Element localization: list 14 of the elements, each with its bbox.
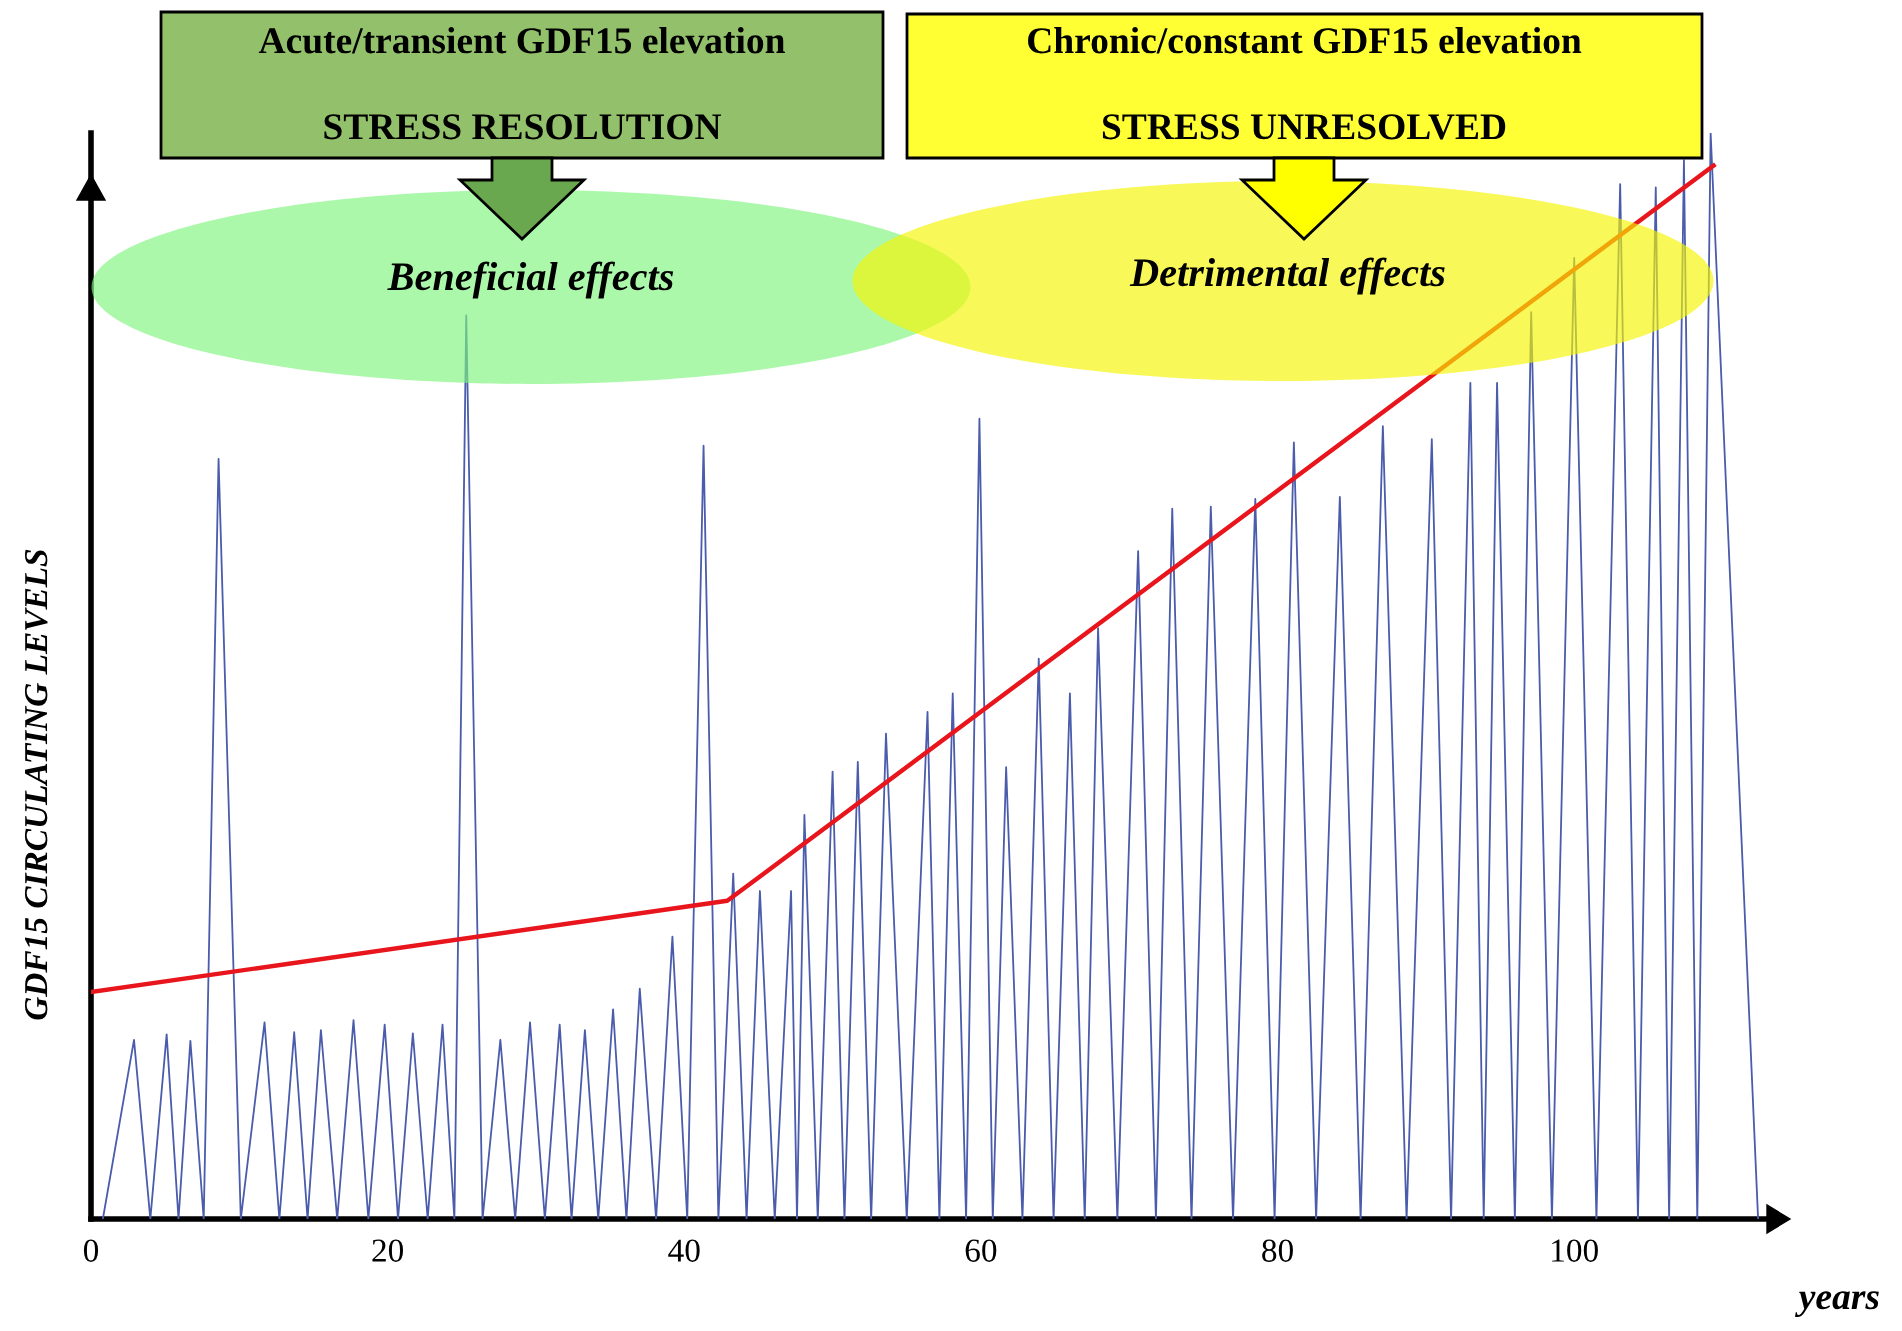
text: Chronic/constant GDF15 elevation bbox=[1028, 27, 1582, 54]
x-axis-title: years bbox=[1795, 1291, 1879, 1317]
x-tick-label: 40 bbox=[668, 1239, 700, 1262]
annotation: STRESS UNRESOLVED bbox=[1102, 114, 1506, 140]
x-tick-label: 100 bbox=[1552, 1239, 1598, 1262]
annotation: Beneficial effects bbox=[387, 261, 674, 299]
x-tick-label: 60 bbox=[965, 1239, 997, 1262]
x-tick-label: 20 bbox=[372, 1239, 404, 1262]
annotation: STRESS RESOLUTION bbox=[324, 114, 722, 140]
x-tick-label: 0 bbox=[83, 1239, 99, 1262]
y-axis-title: GDF15 CIRCULATING LEVELS bbox=[24, 549, 48, 1020]
text: Acute/transient GDF15 elevation bbox=[258, 27, 785, 54]
annotation: Detrimental effects bbox=[1129, 257, 1445, 295]
x-tick-label: 80 bbox=[1262, 1239, 1293, 1262]
